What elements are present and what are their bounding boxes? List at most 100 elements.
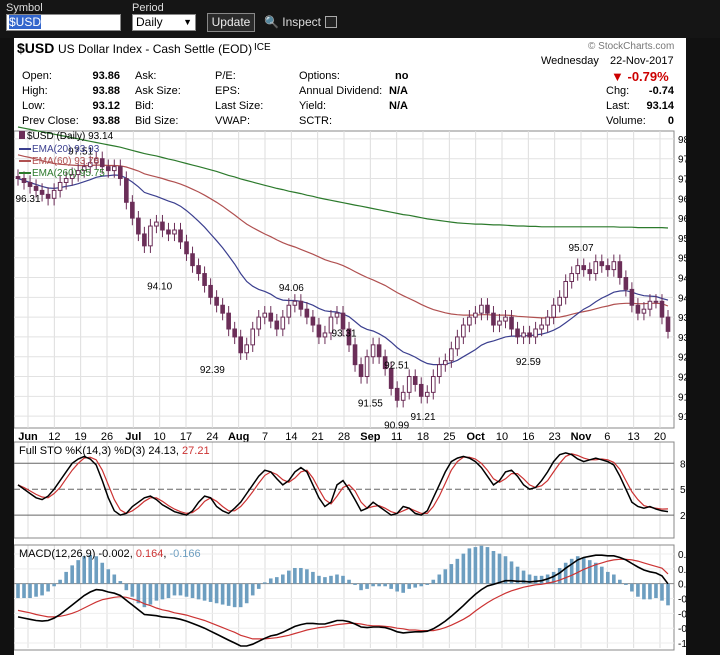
- candle-body: [238, 336, 243, 354]
- chart-exchange: ICE: [254, 42, 271, 53]
- update-button[interactable]: Update: [207, 13, 255, 32]
- y-tick-label: 93.5: [678, 313, 686, 324]
- candle-body: [214, 296, 219, 306]
- price-annotation: 93.31: [331, 329, 356, 340]
- y-tick-label: 97.5: [678, 155, 686, 166]
- candle-body: [196, 265, 201, 275]
- ema260-legend: EMA(260) 95.75: [19, 168, 105, 179]
- candle-body: [617, 261, 623, 279]
- macd-hist-bar: [16, 583, 20, 599]
- candle-body: [461, 324, 466, 338]
- pct-change: ▼ -0.79%: [611, 69, 669, 84]
- candle-body: [443, 360, 448, 366]
- chg-value: -0.74: [648, 85, 674, 97]
- y-tick-label: 93.0: [678, 333, 686, 344]
- candle-body: [382, 356, 388, 370]
- high-label: High:: [22, 85, 48, 97]
- macd-hist-bar: [94, 556, 99, 584]
- prev-close-value: 93.88: [92, 115, 120, 127]
- candle-body: [232, 328, 237, 338]
- candle-body: [539, 324, 544, 330]
- dividend-label: Annual Dividend:: [299, 85, 383, 97]
- candle-body: [394, 387, 400, 401]
- x-tick-label: Jun: [18, 431, 38, 443]
- ema20-legend-label: EMA(20) 93.93: [32, 144, 100, 155]
- macd-line: [17, 554, 669, 647]
- period-select-value: Daily: [136, 15, 163, 29]
- price-annotation: 92.39: [200, 365, 225, 376]
- macd-value: -0.002: [98, 548, 130, 560]
- x-tick-label: 21: [312, 431, 324, 443]
- line-swatch-icon: [19, 160, 31, 163]
- macd-hist-bar: [148, 583, 153, 605]
- candle-body: [250, 328, 256, 346]
- sto-frame: [14, 441, 675, 539]
- x-tick-label: Sep: [360, 431, 380, 443]
- macd-hist-bar: [612, 574, 616, 584]
- macd-hist-bar: [449, 564, 454, 584]
- x-tick-label: 24: [206, 431, 218, 443]
- x-tick-label: 13: [628, 431, 640, 443]
- candle-body: [298, 300, 304, 310]
- candle-body: [491, 312, 496, 326]
- price-legend-label: $USD (Daily) 93.14: [27, 131, 114, 142]
- candle-body: [430, 376, 436, 393]
- candle-body: [521, 332, 526, 338]
- y-tick-label: 92.5: [678, 353, 686, 364]
- candle-body: [352, 344, 358, 366]
- macd-hist-bar: [443, 569, 448, 584]
- macd-hist-bar: [46, 583, 50, 592]
- macd-hist-bar: [262, 582, 267, 584]
- inspect-checkbox[interactable]: [325, 16, 337, 28]
- macd-frame: [14, 544, 675, 651]
- bid-size-label: Bid Size:: [135, 115, 179, 127]
- candle-body: [262, 312, 268, 318]
- macd-hist-bar: [587, 560, 592, 584]
- x-tick-label: 18: [417, 431, 429, 443]
- candle-body: [412, 376, 418, 385]
- inspect-toggle[interactable]: 🔍 Inspect: [264, 15, 321, 29]
- macd-hist-bar: [533, 575, 538, 584]
- macd-hist-bar: [82, 556, 87, 584]
- ema60-legend: EMA(60) 93.78: [19, 156, 99, 167]
- macd-hist-bar: [473, 547, 478, 584]
- low-value: 93.12: [92, 100, 120, 112]
- macd-hist-bar: [539, 575, 544, 584]
- macd-tick-label: -0.50: [678, 609, 686, 620]
- yield-label: Yield:: [299, 100, 327, 112]
- options-value: no: [395, 70, 409, 82]
- sto-tick-label: 80: [680, 459, 686, 470]
- candle-body: [124, 178, 129, 203]
- macd-tick-label: -0.75: [678, 624, 686, 635]
- macd-hist-bar: [365, 583, 369, 589]
- macd-legend: MACD(12,26,9) -0.002, 0.164, -0.166: [19, 548, 201, 560]
- candle-body: [455, 336, 460, 350]
- sto-legend: Full STO %K(14,3) %D(3) 24.13, 27.21: [19, 445, 210, 457]
- macd-hist-bar: [130, 583, 135, 597]
- candle-body: [118, 166, 123, 180]
- macd-hist-bar: [660, 583, 664, 601]
- candle-body: [346, 328, 352, 346]
- candle-body: [316, 324, 322, 338]
- macd-hist-bar: [329, 575, 333, 584]
- y-tick-label: 95.0: [678, 254, 686, 265]
- period-select[interactable]: Daily ▼: [132, 14, 196, 31]
- price-annotation: 90.99: [384, 421, 409, 432]
- macd-hist-bar: [160, 583, 165, 600]
- price-annotation: 96.31: [15, 194, 40, 205]
- yield-value: N/A: [389, 100, 408, 112]
- macd-legend-label: MACD(12,26,9): [19, 548, 96, 560]
- symbol-input[interactable]: $USD: [6, 14, 121, 31]
- macd-hist-bar: [58, 579, 62, 584]
- chart-name: US Dollar Index - Cash Settle (EOD): [58, 42, 253, 56]
- macd-hist-bar: [28, 583, 32, 599]
- macd-hist-bar: [359, 583, 363, 591]
- macd-hist-bar: [563, 562, 568, 584]
- candle-body: [436, 364, 442, 378]
- ema60-line: [17, 154, 669, 319]
- macd-hist-bar: [214, 583, 219, 604]
- macd-hist-bar: [527, 574, 532, 584]
- price-annotation: 92.59: [516, 357, 541, 368]
- candle-body: [69, 174, 75, 180]
- macd-signal-value: 0.164: [135, 548, 164, 560]
